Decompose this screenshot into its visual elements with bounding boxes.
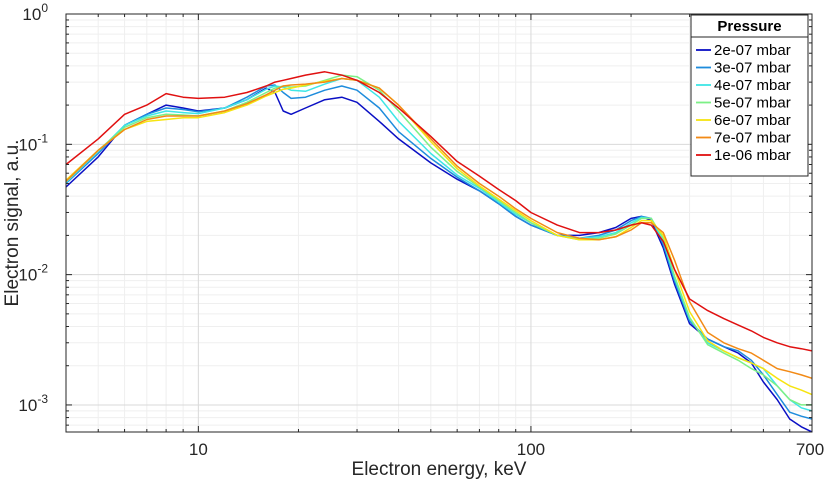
y-tick-label: 100 [22, 1, 48, 24]
legend-label-2: 4e-07 mbar [714, 77, 791, 94]
legend-label-6: 1e-06 mbar [714, 147, 791, 164]
y-tick-exponent: -1 [37, 131, 48, 145]
legend-label-3: 5e-07 mbar [714, 95, 791, 112]
y-tick-base: 10 [18, 266, 37, 285]
x-tick-label: 700 [796, 440, 824, 459]
y-tick-exponent: -2 [37, 262, 48, 276]
y-tick-label: 10-3 [18, 392, 48, 415]
plot-frame [65, 13, 813, 433]
y-tick-exponent: 0 [41, 1, 48, 15]
legend-label-4: 6e-07 mbar [714, 112, 791, 129]
legend-label-0: 2e-07 mbar [714, 42, 791, 59]
y-tick-label: 10-1 [18, 131, 48, 154]
series-line-6 [66, 71, 812, 352]
series-line-4 [66, 77, 812, 396]
y-tick-base: 10 [18, 135, 37, 154]
series-lines [66, 71, 812, 432]
y-axis-label: Electron signal, a.u. [2, 140, 23, 307]
y-tick-label: 10-2 [18, 262, 48, 285]
x-tick-label: 100 [517, 440, 545, 459]
legend-box [690, 14, 809, 177]
tick-marks [65, 13, 813, 432]
legend-label-1: 3e-07 mbar [714, 60, 791, 77]
x-tick-label: 10 [189, 440, 208, 459]
x-tick-labels: 10 100 700 [189, 440, 824, 459]
y-tick-base: 10 [18, 396, 37, 415]
series-line-5 [66, 77, 812, 380]
legend-title: Pressure [717, 18, 781, 35]
legend-label-5: 7e-07 mbar [714, 130, 791, 147]
y-tick-exponent: -3 [37, 392, 48, 406]
plot-area [66, 14, 812, 432]
y-tick-base: 10 [22, 5, 41, 24]
x-axis-label: Electron energy, keV [352, 459, 527, 480]
